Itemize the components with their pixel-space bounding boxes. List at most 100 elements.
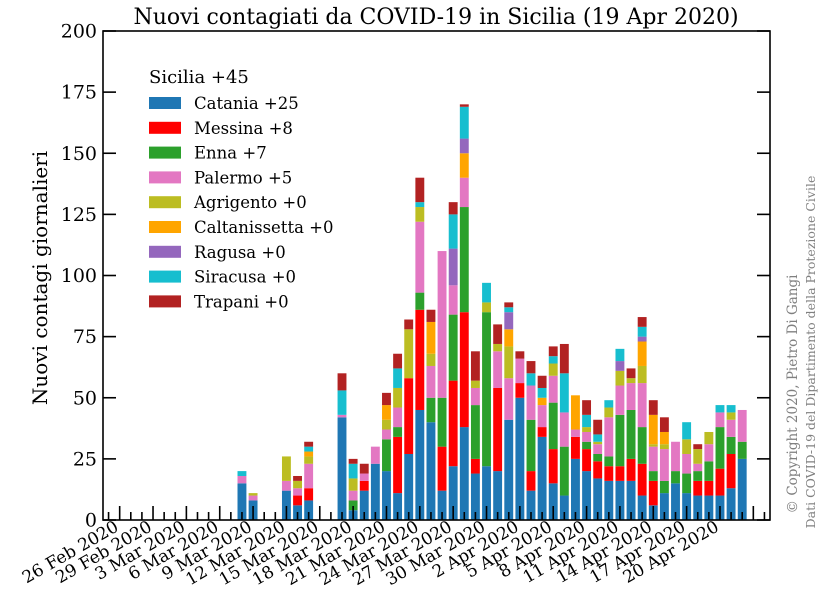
y-axis-label: Nuovi contagi giornalieri bbox=[28, 151, 52, 405]
y-tick-label: 125 bbox=[61, 204, 97, 226]
legend-swatch-agrigento bbox=[149, 196, 181, 209]
bar-siracusa-2020-03-24 bbox=[415, 202, 425, 208]
bar-catania-2020-04-02 bbox=[515, 397, 525, 520]
legend-swatch-messina bbox=[149, 121, 181, 134]
bar-messina-2020-04-21 bbox=[726, 453, 736, 489]
bar-agrigento-2020-04-19 bbox=[704, 431, 714, 445]
bar-messina-2020-03-22 bbox=[393, 436, 403, 494]
bar-enna-2020-04-21 bbox=[726, 436, 736, 454]
bar-messina-2020-04-08 bbox=[582, 449, 592, 472]
legend-swatch-palermo bbox=[149, 171, 181, 184]
bar-siracusa-2020-03-27 bbox=[448, 214, 458, 249]
bar-palermo-2020-04-11 bbox=[615, 385, 625, 415]
bar-caltanissetta-2020-03-28 bbox=[459, 153, 469, 178]
bar-siracusa-2020-03-17 bbox=[337, 390, 347, 415]
bar-enna-2020-03-18 bbox=[348, 500, 358, 511]
bar-siracusa-2020-04-04 bbox=[537, 387, 547, 398]
bar-palermo-2020-03-29 bbox=[470, 387, 480, 406]
bar-enna-2020-04-13 bbox=[637, 427, 647, 464]
bar-trapani-2020-03-27 bbox=[448, 202, 458, 215]
bar-palermo-2020-04-09 bbox=[593, 444, 603, 454]
bar-enna-2020-04-11 bbox=[615, 414, 625, 467]
bar-agrigento-2020-04-18 bbox=[693, 449, 703, 464]
bar-siracusa-2020-04-08 bbox=[582, 414, 592, 428]
bar-enna-2020-04-20 bbox=[715, 427, 725, 469]
bar-caltanissetta-2020-04-04 bbox=[537, 397, 547, 406]
bar-trapani-2020-03-31 bbox=[493, 324, 503, 344]
bar-palermo-2020-04-01 bbox=[504, 378, 514, 420]
bar-siracusa-2020-04-09 bbox=[593, 434, 603, 442]
bar-agrigento-2020-04-11 bbox=[615, 370, 625, 386]
bar-catania-2020-04-01 bbox=[504, 419, 514, 520]
bar-catania-2020-04-10 bbox=[604, 480, 614, 520]
legend-label-caltanissetta: Caltanissetta +0 bbox=[194, 218, 333, 237]
bar-siracusa-2020-04-05 bbox=[548, 356, 558, 364]
bar-agrigento-2020-03-21 bbox=[382, 419, 391, 430]
bar-messina-2020-04-04 bbox=[537, 427, 547, 437]
bar-palermo-2020-04-16 bbox=[671, 441, 680, 472]
bar-palermo-2020-03-14 bbox=[304, 463, 314, 489]
bar-enna-2020-04-17 bbox=[682, 473, 692, 494]
bar-messina-2020-03-29 bbox=[470, 458, 480, 474]
legend-label-catania: Catania +25 bbox=[194, 94, 299, 113]
bar-enna-2020-03-27 bbox=[448, 314, 458, 381]
bar-enna-2020-04-05 bbox=[548, 402, 558, 450]
bar-catania-2020-04-21 bbox=[726, 488, 736, 520]
bar-caltanissetta-2020-04-15 bbox=[659, 431, 669, 445]
bar-catania-2020-04-18 bbox=[693, 495, 703, 520]
legend-title: Sicilia +45 bbox=[149, 67, 249, 88]
bar-agrigento-2020-03-25 bbox=[426, 353, 436, 366]
bar-catania-2020-04-15 bbox=[659, 493, 669, 520]
bar-palermo-2020-03-25 bbox=[426, 365, 436, 398]
bar-palermo-2020-04-18 bbox=[693, 463, 703, 472]
bar-agrigento-2020-03-30 bbox=[482, 302, 491, 313]
bar-palermo-2020-04-21 bbox=[726, 419, 736, 437]
bar-siracusa-2020-04-20 bbox=[715, 405, 725, 413]
bar-ragusa-2020-04-11 bbox=[615, 361, 625, 371]
bar-siracusa-2020-03-08 bbox=[237, 471, 247, 476]
bar-caltanissetta-2020-04-13 bbox=[637, 341, 647, 366]
bar-caltanissetta-2020-04-14 bbox=[648, 414, 658, 445]
bar-agrigento-2020-03-22 bbox=[393, 387, 403, 408]
y-tick-label: 0 bbox=[85, 510, 97, 532]
bar-agrigento-2020-04-08 bbox=[582, 427, 592, 432]
bar-catania-2020-03-19 bbox=[359, 490, 369, 520]
bar-enna-2020-04-15 bbox=[659, 480, 669, 494]
bar-catania-2020-04-09 bbox=[593, 478, 603, 520]
bar-catania-2020-04-08 bbox=[582, 471, 592, 520]
bar-trapani-2020-03-23 bbox=[404, 319, 414, 330]
legend-label-agrigento: Agrigento +0 bbox=[193, 193, 307, 212]
bar-palermo-2020-03-26 bbox=[437, 251, 447, 398]
bar-segments bbox=[237, 104, 747, 521]
bar-catania-2020-03-14 bbox=[304, 500, 314, 520]
bar-agrigento-2020-04-14 bbox=[648, 444, 658, 447]
legend-swatch-caltanissetta bbox=[149, 221, 181, 233]
bar-trapani-2020-04-03 bbox=[526, 361, 536, 374]
bar-trapani-2020-04-04 bbox=[537, 375, 547, 388]
bar-palermo-2020-03-31 bbox=[493, 351, 503, 388]
bar-enna-2020-04-09 bbox=[593, 453, 603, 462]
bar-enna-2020-04-16 bbox=[671, 471, 680, 484]
bar-catania-2020-03-30 bbox=[482, 466, 491, 520]
bar-siracusa-2020-04-21 bbox=[726, 405, 736, 413]
bar-palermo-2020-03-20 bbox=[370, 446, 380, 464]
y-tick-label: 50 bbox=[73, 387, 97, 409]
bar-palermo-2020-04-07 bbox=[571, 429, 580, 437]
bar-palermo-2020-03-22 bbox=[393, 407, 403, 428]
bar-siracusa-2020-04-10 bbox=[604, 400, 614, 408]
bar-messina-2020-04-09 bbox=[593, 461, 603, 479]
bar-trapani-2020-03-21 bbox=[382, 392, 391, 406]
bar-ragusa-2020-04-01 bbox=[504, 312, 514, 330]
legend-swatch-enna bbox=[149, 146, 181, 159]
bar-trapani-2020-04-12 bbox=[626, 368, 636, 379]
bar-messina-2020-04-10 bbox=[604, 466, 614, 481]
bar-siracusa-2020-03-14 bbox=[304, 446, 314, 452]
bar-trapani-2020-04-18 bbox=[693, 444, 703, 450]
bar-palermo-2020-04-12 bbox=[626, 383, 636, 410]
bar-enna-2020-03-29 bbox=[470, 405, 480, 459]
bar-messina-2020-03-19 bbox=[359, 480, 369, 491]
bar-palermo-2020-04-14 bbox=[648, 446, 658, 472]
bar-ragusa-2020-04-13 bbox=[637, 336, 647, 342]
bar-palermo-2020-04-10 bbox=[604, 417, 614, 457]
